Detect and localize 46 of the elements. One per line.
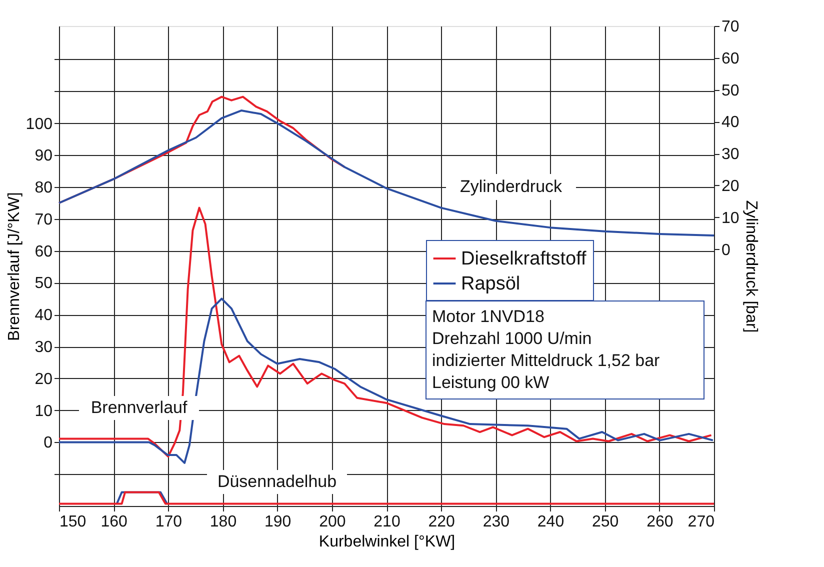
y-tick-label: 60 [34,243,53,260]
x-tick-label: 230 [482,514,510,530]
legend-label: Dieselkraftstoff [461,248,588,270]
annotation: indizierter Mitteldruck 1,52 bar [432,351,660,370]
y-tick-label: 100 [26,116,53,133]
y-tick-label: 40 [34,307,53,324]
y2-tick-label: 20 [722,178,740,195]
x-tick-label: 200 [319,514,346,530]
x-tick-label: 210 [374,514,400,530]
annotation: Brennverlauf [90,398,188,417]
x-tick-label: 190 [264,514,292,530]
y2-tick-label: 0 [722,242,730,259]
y2-tick-label: 10 [722,210,740,227]
x-tick-label: 160 [100,514,128,530]
y-tick-label: 20 [34,370,53,388]
y2-axis-title: Zylinderdruck [bar] [742,200,760,333]
annotation: Leistung 00 kW [432,373,550,392]
y-tick-label: 0 [44,434,53,452]
x-tick-label: 250 [592,514,619,530]
y-tick-label: 80 [34,180,53,197]
x-tick-label: 240 [537,514,564,530]
x-tick-label: 260 [646,514,674,530]
annotation: Zylinderdruck [460,177,563,196]
annotation: Drehzahl 1000 U/min [432,329,592,348]
y2-tick-label: 60 [722,50,740,68]
annotation: Motor 1NVD18 [432,307,544,326]
y-tick-label: 50 [34,275,53,292]
y-tick-label: 70 [34,211,53,228]
x-axis-title: Kurbelwinkel [°KW] [318,534,456,550]
x-tick-label: 150 [60,514,86,530]
legend-label: Rapsöl [461,274,520,294]
x-tick-label: 180 [210,514,237,530]
y-tick-label: 90 [34,148,53,165]
y-tick-label: 30 [34,339,53,356]
y-axis-title: Brennverlauf [J/°KW] [6,192,23,341]
y2-tick-label: 40 [722,114,740,132]
x-tick-label: 270 [688,514,715,530]
y2-tick-label: 70 [722,18,740,36]
y-tick-label: 10 [34,402,53,420]
x-tick-label: 220 [428,514,456,530]
line-series [58,298,714,464]
y2-tick-label: 50 [722,82,740,100]
annotation: Düsennadelhub [217,472,337,491]
line-series [58,206,712,458]
y2-tick-label: 30 [722,146,740,164]
x-tick-label: 170 [155,514,182,530]
